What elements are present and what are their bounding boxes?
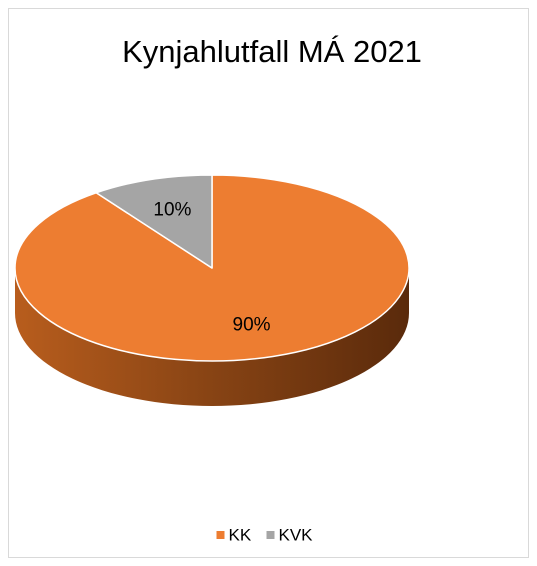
legend-swatch [266, 531, 275, 539]
data-label: 10% [153, 200, 191, 221]
chart-title: Kynjahlutfall MÁ 2021 [122, 34, 422, 69]
pie: 90% 10% [14, 174, 410, 406]
legend-swatch [216, 531, 225, 539]
legend-label: KVK [279, 525, 314, 544]
pie-side [15, 268, 409, 406]
legend-label: KK [229, 525, 252, 544]
pie-slice [95, 174, 213, 269]
data-label: 90% [233, 315, 271, 336]
legend: KK KVK [216, 525, 314, 544]
